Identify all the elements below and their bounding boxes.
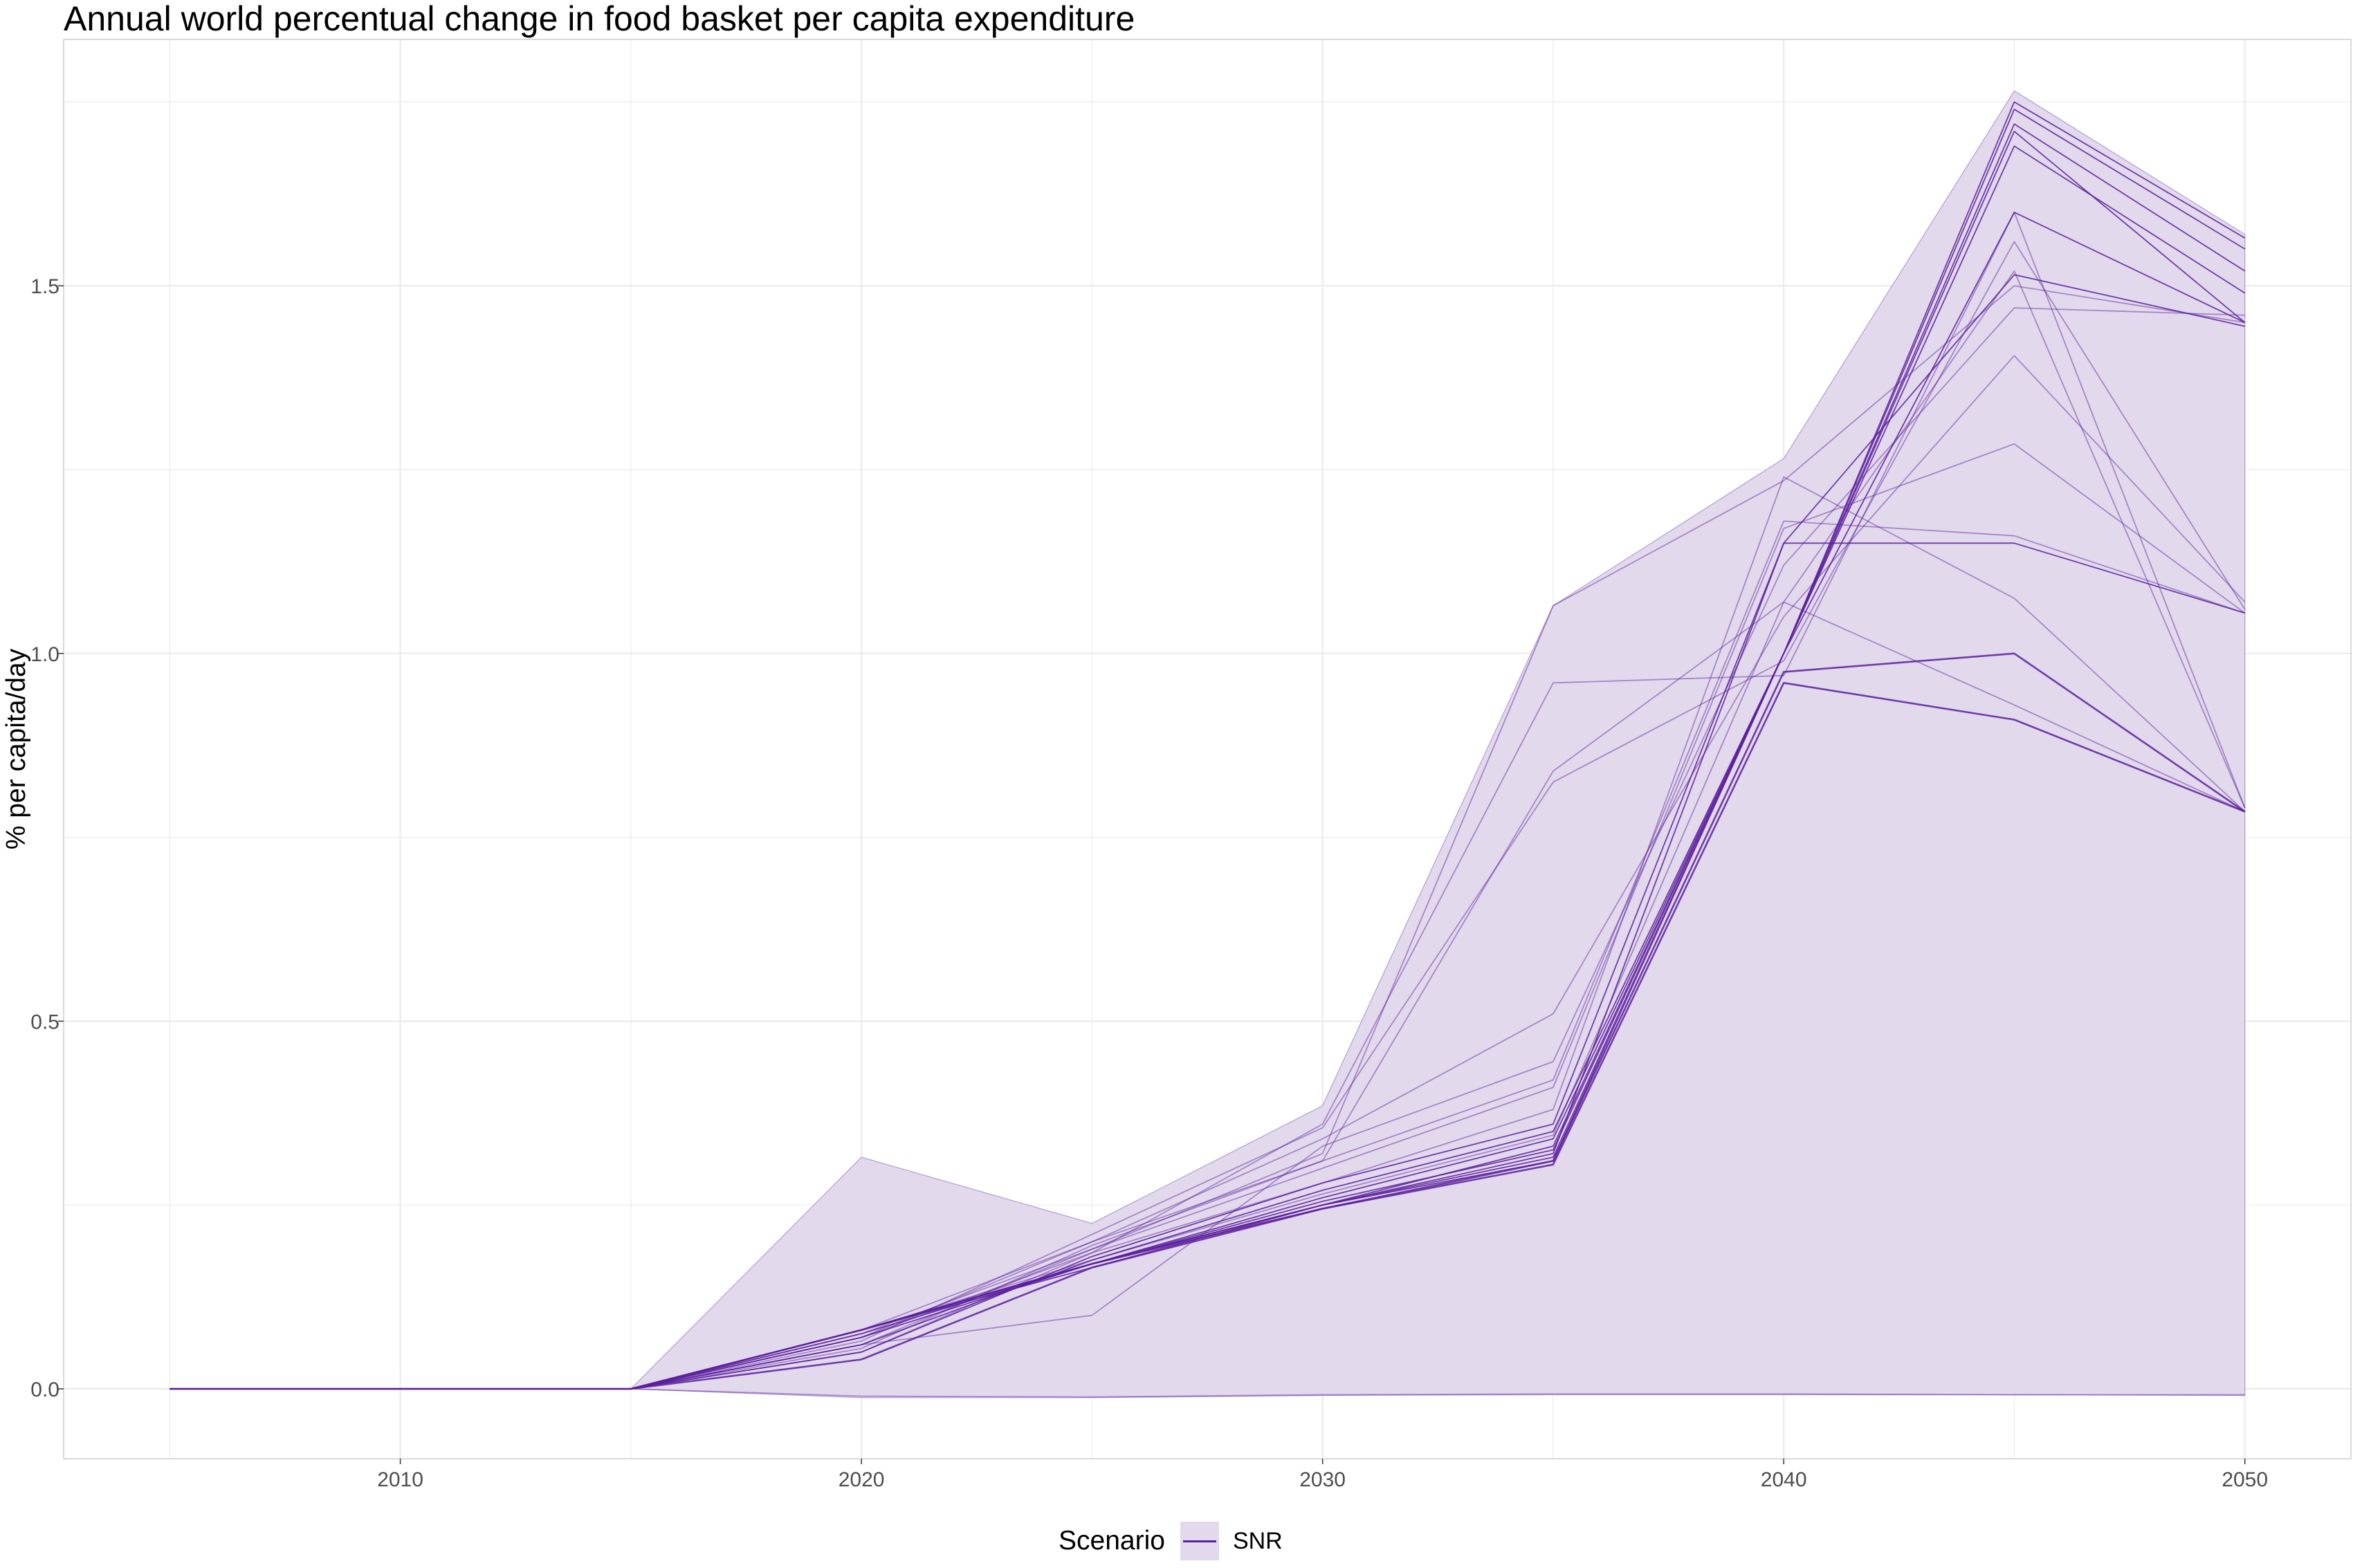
series-line [170,274,2245,1390]
legend-key-swatch [1180,1522,1219,1560]
series-line [170,355,2246,1390]
y-axis-ticks: 0.0 0.5 1.0 1.5 [30,275,64,1401]
chart-title: Annual world percentual change in food b… [64,0,1135,38]
legend-title: Scenario [1059,1526,1165,1556]
panel-border [63,39,2352,1459]
series-line [170,520,2245,1390]
y-tick-label: 1.0 [30,643,59,666]
envelope-ribbon [170,90,2246,1399]
series-line [170,1388,2245,1398]
x-tick-label: 2030 [1299,1468,1346,1491]
x-tick-label: 2010 [377,1468,423,1491]
series-line [170,601,2246,1390]
series-line [170,307,2245,1390]
y-tick-label: 1.5 [30,275,59,298]
y-tick-label: 0.0 [30,1378,59,1401]
x-axis-ticks: 2010 2020 2030 2040 2050 [377,1459,2268,1491]
x-tick-label: 2050 [2222,1468,2268,1491]
series-line [170,270,2246,1390]
legend-key-line [1182,1540,1216,1542]
legend: Scenario SNR [1059,1520,1283,1562]
x-tick-label: 2040 [1761,1468,1807,1491]
series-line [170,443,2246,1390]
series-line [170,285,2245,1390]
x-tick-label: 2020 [839,1468,885,1491]
series-line [170,211,2246,1390]
y-tick-label: 0.5 [30,1011,59,1033]
series-line [170,241,2246,1390]
legend-label-snr: SNR [1232,1527,1283,1554]
y-axis-title: % per capita/day [1,648,31,849]
series-lines [170,101,2246,1398]
series-line [170,476,2246,1390]
